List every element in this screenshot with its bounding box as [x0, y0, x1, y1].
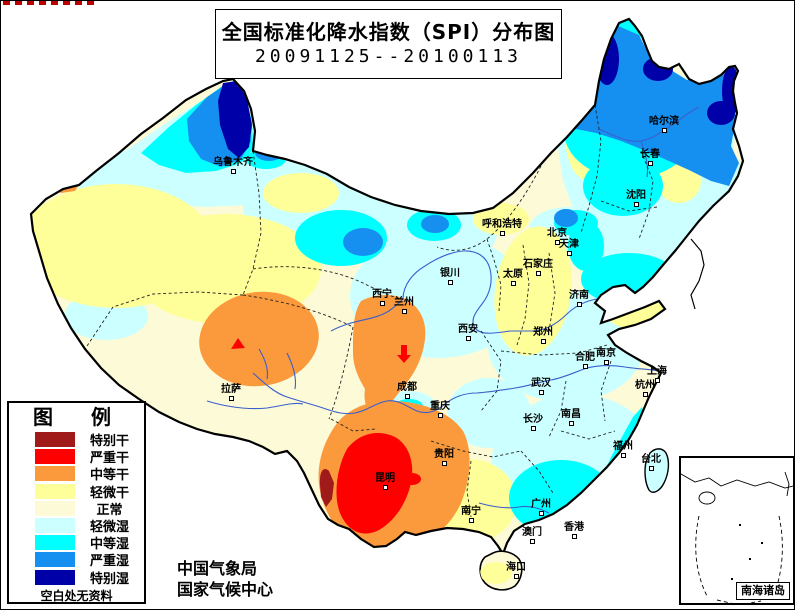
legend-label: 特别湿 [89, 571, 129, 587]
legend-box: 图 例 特别干 严重干 中等干 轻微干 正常轻微湿 中等湿 严重湿 特别湿 空白处无资料 [7, 401, 146, 604]
legend-label: 严重干 [89, 451, 129, 467]
legend-row: 严重干 [9, 448, 144, 467]
extreme-dry-regions [319, 468, 334, 507]
map-date-range: 20091125--20100113 [254, 46, 523, 67]
china-border-outline [29, 17, 745, 557]
legend-row: 中等湿 [9, 534, 144, 553]
legend-rows: 特别干 严重干 中等干 轻微干 正常轻微湿 中等湿 严重湿 特别湿 [9, 431, 144, 587]
legend-label: 轻微干 [89, 485, 129, 501]
inset-map-svg [680, 471, 794, 606]
legend-row: 严重湿 [9, 551, 144, 570]
legend-row: 中等干 [9, 465, 144, 484]
legend-swatch-mild_dry [35, 483, 75, 499]
credit-line-1: 中国气象局 [177, 559, 258, 578]
legend-row: 正常 [9, 500, 144, 518]
legend-label: 正常 [96, 502, 123, 518]
inset-label: 南海诸岛 [736, 582, 790, 600]
credit-line-2: 国家气候中心 [177, 580, 274, 599]
clipped-red-text [3, 1, 99, 5]
legend-swatch-normal [35, 500, 75, 516]
legend-label: 中等湿 [89, 537, 129, 553]
legend-row: 轻微干 [9, 483, 144, 501]
legend-row: 特别干 [9, 431, 144, 450]
legend-swatch-moderate_wet [35, 535, 75, 551]
legend-swatch-severe_wet [35, 552, 75, 568]
legend-swatch-severe_dry [35, 449, 75, 465]
legend-label: 轻微湿 [89, 520, 129, 536]
credits: 中国气象局 国家气候中心 [177, 558, 273, 600]
province-boundaries-layer [84, 104, 658, 518]
korea-coast-line [690, 238, 705, 310]
map-title-box: 全国标准化降水指数（SPI）分布图 20091125--20100113 [215, 9, 562, 79]
map-title: 全国标准化降水指数（SPI）分布图 [221, 20, 556, 44]
legend-label: 严重湿 [89, 554, 129, 570]
severe-dry-regions [231, 338, 421, 534]
legend-swatch-moderate_dry [35, 466, 75, 482]
legend-swatch-extreme_dry [35, 432, 75, 448]
taiwan-island [644, 448, 670, 493]
legend-row: 特别湿 [9, 569, 144, 587]
legend-row: 轻微湿 [9, 517, 144, 536]
south-china-sea-inset: 南海诸岛 [679, 456, 794, 606]
legend-swatch-mild_wet [35, 518, 75, 534]
legend-title: 图 例 [33, 405, 120, 429]
legend-swatch-extreme_wet [35, 569, 75, 585]
legend-label: 中等干 [89, 468, 129, 484]
legend-footnote: 空白处无资料 [40, 588, 113, 603]
hainan-fill [480, 562, 512, 584]
legend-label: 特别干 [89, 434, 129, 450]
